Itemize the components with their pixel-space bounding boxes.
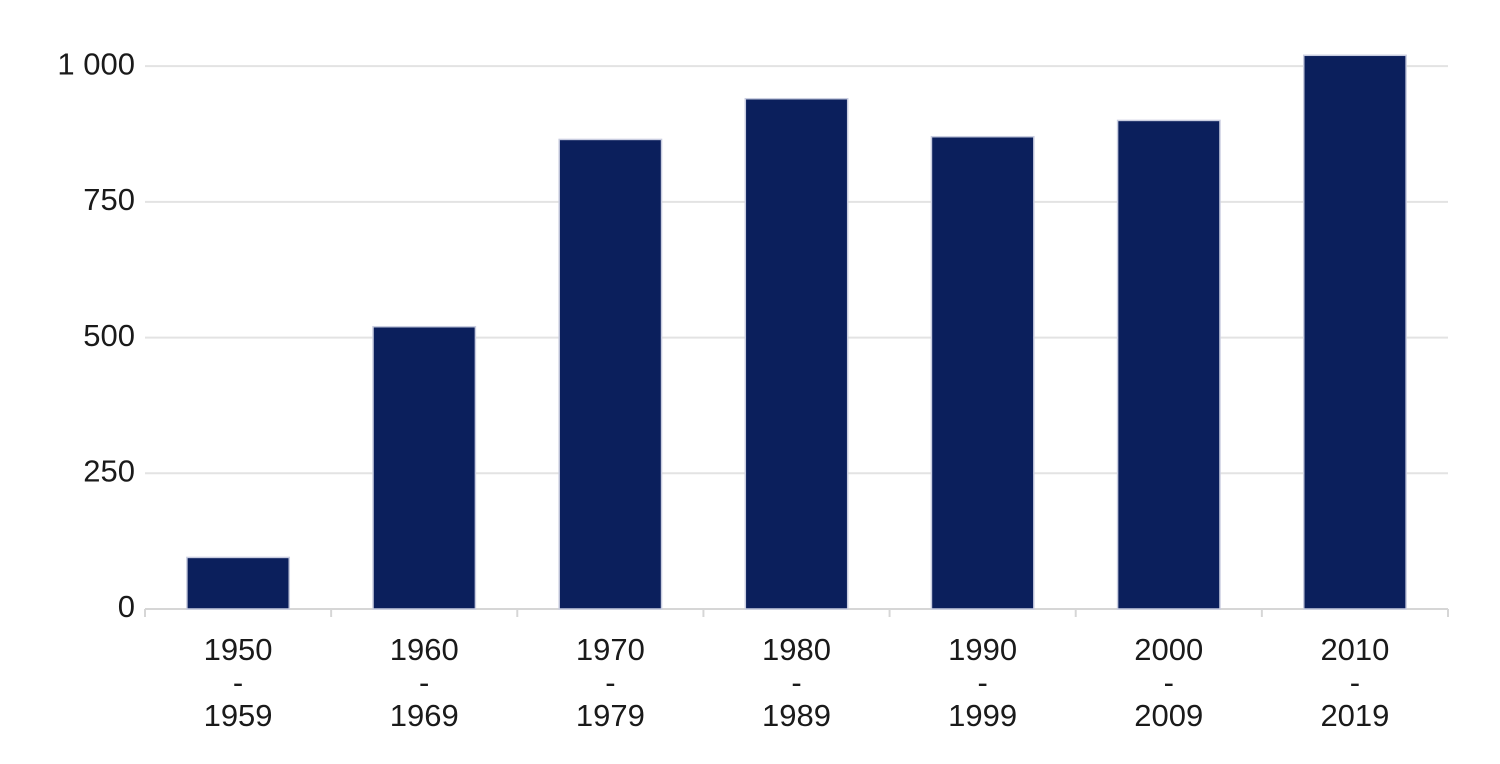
x-tick-label: 1950 -1959 bbox=[204, 632, 273, 733]
bar bbox=[1116, 119, 1221, 610]
x-tick-label: 1990 -1999 bbox=[948, 632, 1017, 733]
bar bbox=[1302, 54, 1407, 610]
y-tick-label: 0 bbox=[118, 589, 135, 624]
bar bbox=[930, 135, 1035, 610]
y-tick-label: 500 bbox=[83, 318, 135, 353]
bar bbox=[186, 556, 291, 610]
bar bbox=[558, 138, 663, 610]
bar bbox=[372, 325, 477, 610]
x-tick-label: 2000 -2009 bbox=[1134, 632, 1203, 733]
y-tick-label: 750 bbox=[83, 182, 135, 217]
y-tick-label: 250 bbox=[83, 453, 135, 488]
x-tick-label: 1980 -1989 bbox=[762, 632, 831, 733]
y-tick-label: 1 000 bbox=[57, 46, 135, 81]
x-tick-label: 2010 -2019 bbox=[1320, 632, 1389, 733]
x-tick-label: 1970 -1979 bbox=[576, 632, 645, 733]
bar bbox=[744, 97, 849, 610]
x-tick-label: 1960 -1969 bbox=[390, 632, 459, 733]
